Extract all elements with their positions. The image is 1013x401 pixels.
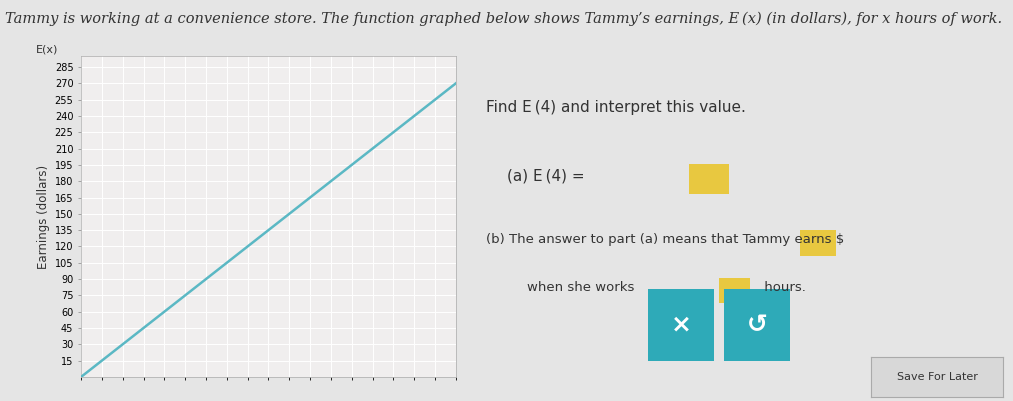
Text: Tammy is working at a convenience store. The function graphed below shows Tammy’: Tammy is working at a convenience store.… bbox=[5, 12, 1002, 26]
Text: (b) The answer to part (a) means that Tammy earns $: (b) The answer to part (a) means that Ta… bbox=[486, 233, 845, 245]
Text: ↺: ↺ bbox=[747, 313, 768, 337]
Text: E(x): E(x) bbox=[36, 45, 59, 55]
Text: (a) E (4) =: (a) E (4) = bbox=[506, 168, 589, 183]
Text: Find E (4) and interpret this value.: Find E (4) and interpret this value. bbox=[486, 100, 747, 115]
Y-axis label: Earnings (dollars): Earnings (dollars) bbox=[37, 164, 51, 269]
Text: hours.: hours. bbox=[760, 281, 805, 294]
Text: ×: × bbox=[671, 313, 692, 337]
Text: when she works: when she works bbox=[527, 281, 638, 294]
Text: Save For Later: Save For Later bbox=[897, 372, 978, 382]
